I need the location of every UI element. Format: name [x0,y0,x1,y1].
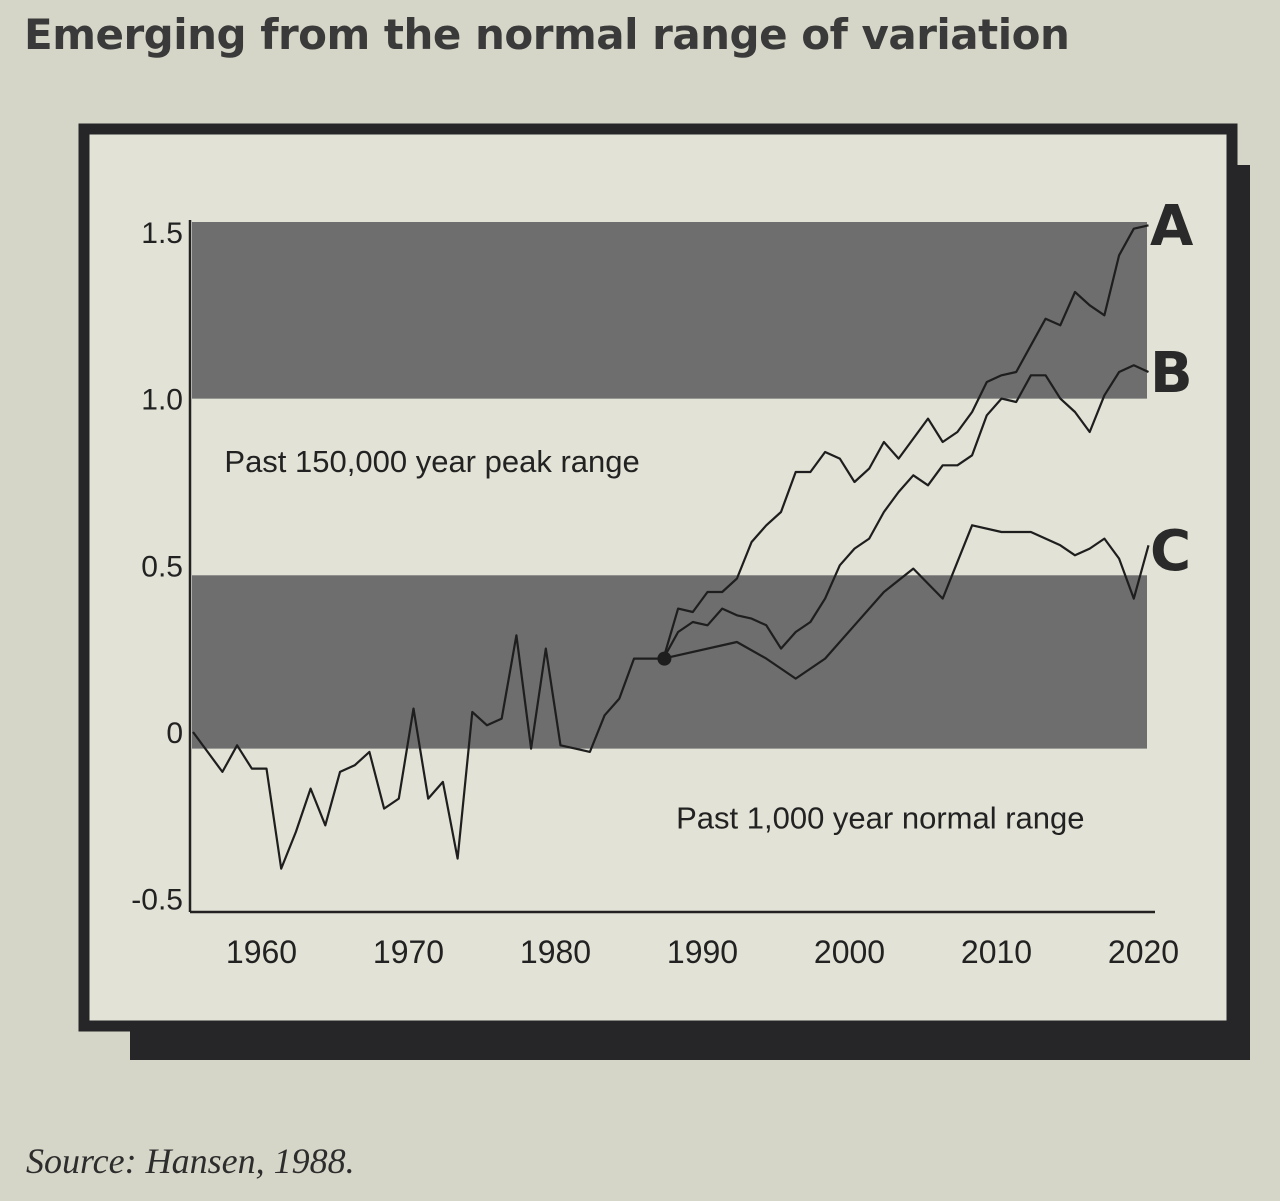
normal-range-annotation: Past 1,000 year normal range [676,801,1084,836]
series-labels: A B C [1150,194,1194,584]
x-tick-label: 2010 [961,934,1032,970]
range-band-0 [192,222,1147,399]
scenario-a-line [662,224,1149,659]
y-tick-label: 1.5 [141,217,183,250]
x-tick-label: 1980 [520,934,591,970]
x-tick-label: 1990 [667,934,738,970]
scenario-c-line [663,524,1150,680]
source-caption: Source: Hansen, 1988. [26,1141,355,1181]
x-tick-label: 1970 [373,934,444,970]
x-tick-label: 1960 [226,934,297,970]
series-label-b: B [1150,341,1193,406]
y-tick-label: 1.0 [141,384,183,417]
y-tick-label: 0 [166,717,183,750]
observed-line [192,634,664,870]
series-label-c: C [1150,519,1191,584]
branch-point-marker [657,651,672,666]
series-label-a: A [1150,194,1194,259]
x-tick-label: 2000 [814,934,885,970]
y-tick-label: -0.5 [131,884,183,917]
data-lines [192,224,1150,870]
scenario-b-line [662,364,1149,660]
figure-title: Emerging from the normal range of variat… [24,10,1070,59]
x-tick-label: 2020 [1108,934,1179,970]
y-tick-label: 0.5 [141,550,183,583]
peak-range-annotation: Past 150,000 year peak range [224,444,639,479]
axes: 1.5 1.0 0.5 0 -0.5 1960 1970 1980 1990 2000 2010 20… [131,217,1179,970]
range-annotations: Past 150,000 year peak range Past 1,000 y… [224,444,1084,836]
